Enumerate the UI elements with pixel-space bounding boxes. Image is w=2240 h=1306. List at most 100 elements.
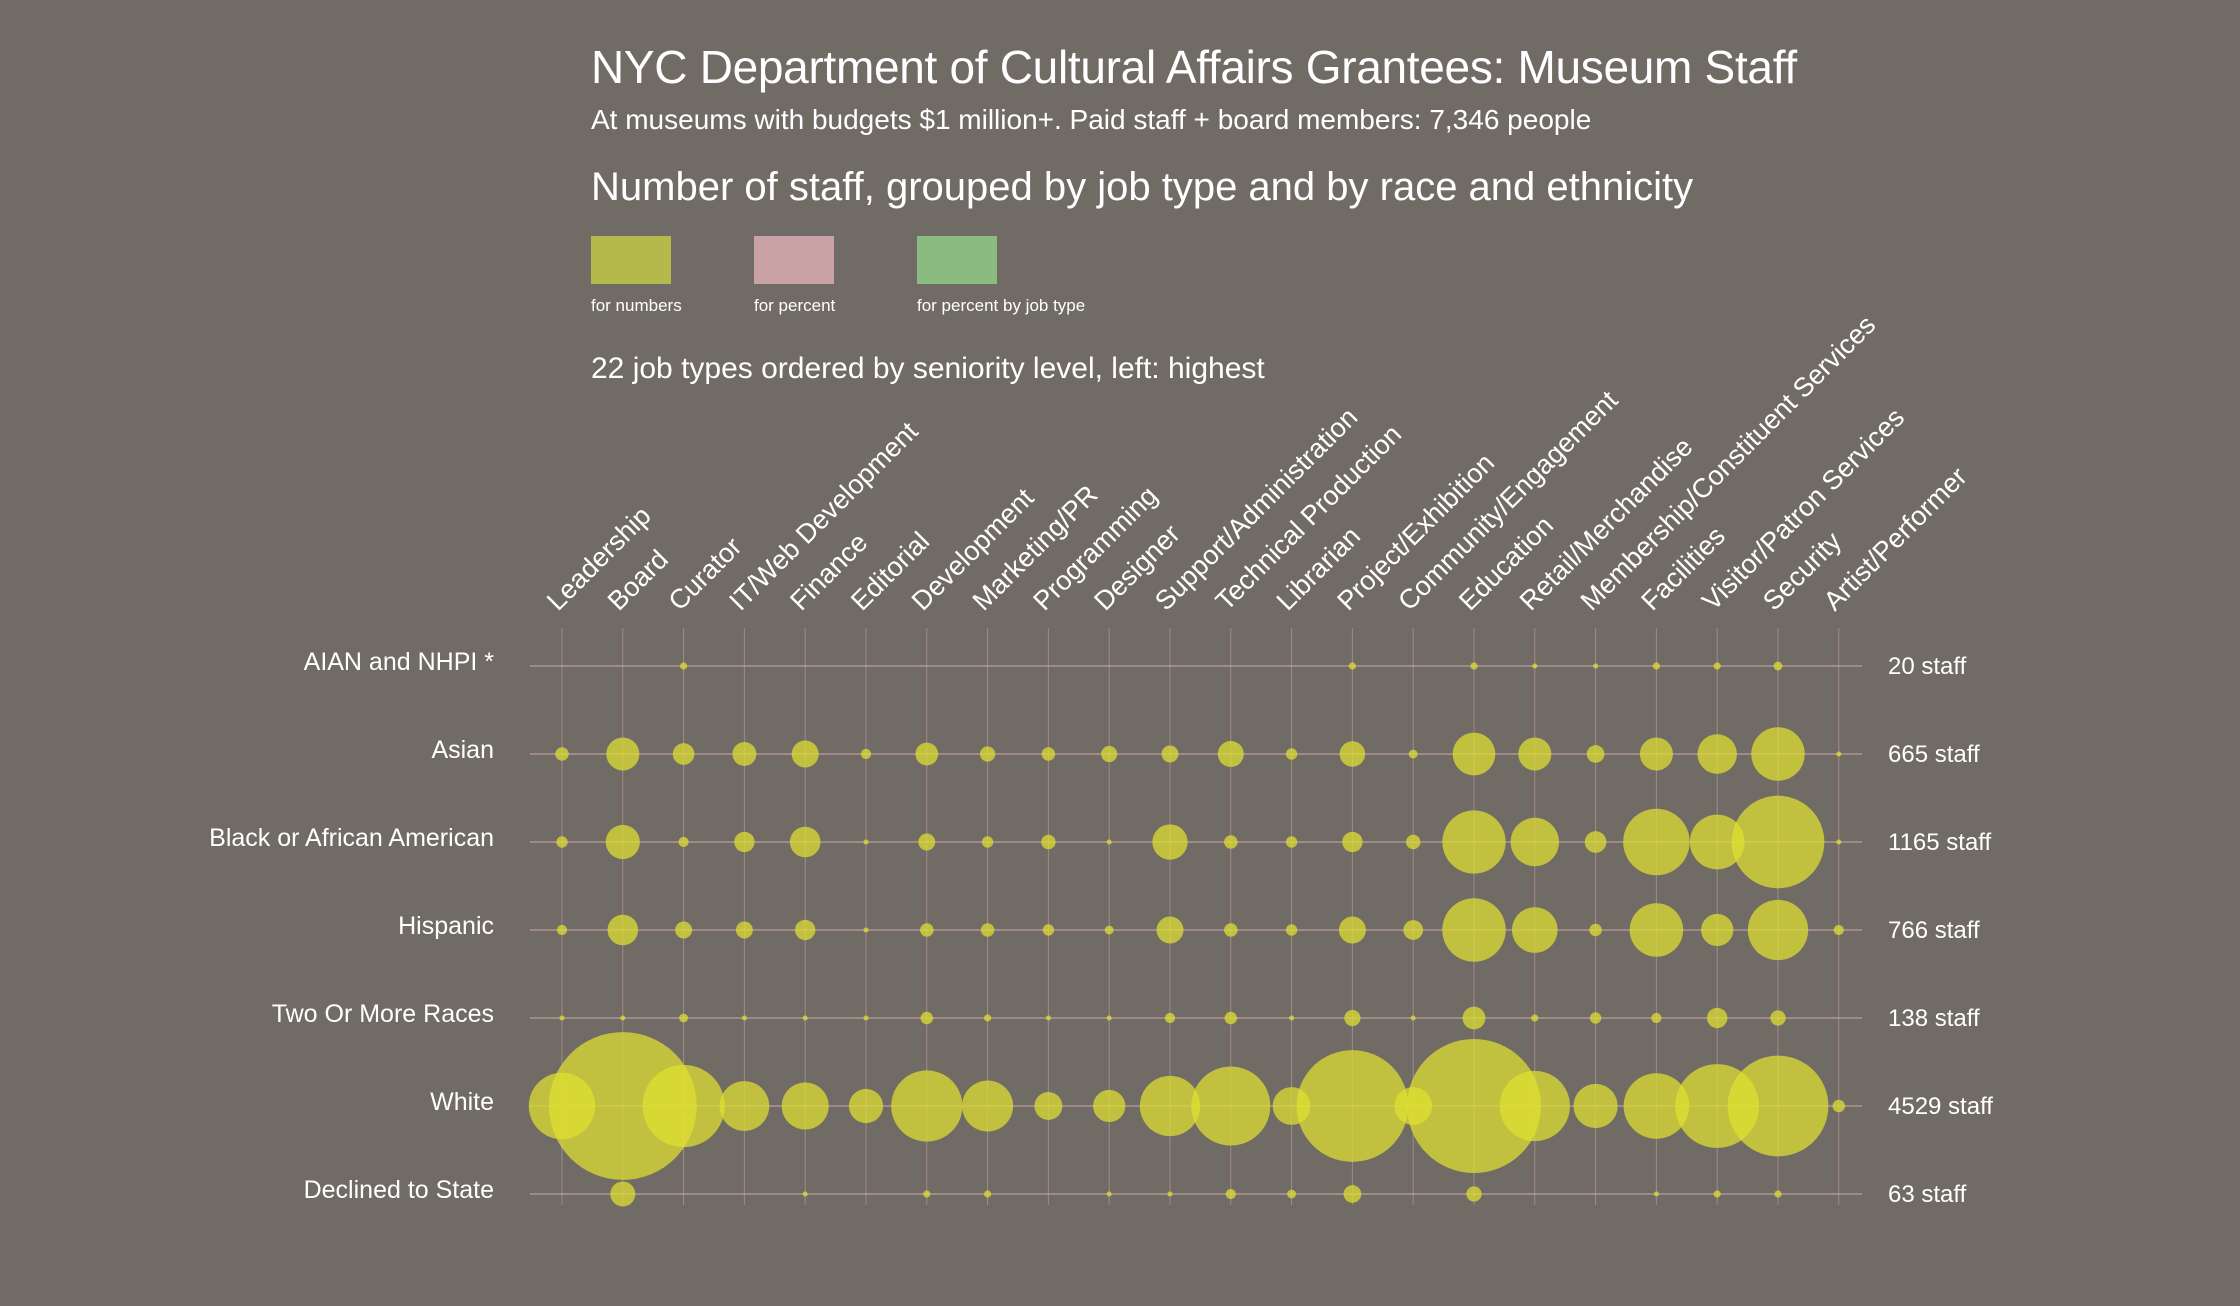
bubble (1499, 1070, 1570, 1142)
bubble (1470, 662, 1478, 670)
bubble (1833, 924, 1844, 936)
bubble (1042, 924, 1055, 936)
legend-label: for numbers (591, 296, 682, 315)
bubble (795, 919, 816, 941)
row-total-label: 665 staff (1888, 741, 1980, 768)
bubble (848, 1088, 884, 1124)
bubble (556, 836, 568, 848)
legend-label: for percent (754, 296, 836, 315)
bubble (1339, 741, 1366, 767)
bubble (1156, 916, 1184, 944)
bubble (1707, 1007, 1728, 1029)
bubble (791, 740, 819, 768)
chart-title: NYC Department of Cultural Affairs Grant… (591, 41, 1797, 93)
bubble (1511, 907, 1558, 953)
bubble (1639, 737, 1673, 771)
percent-mode-button[interactable] (754, 236, 834, 284)
bubble (1751, 727, 1805, 781)
bubble (1403, 920, 1424, 940)
bubble (1161, 745, 1179, 763)
bubble (678, 836, 689, 848)
bubble (1344, 1009, 1361, 1027)
bubble (1225, 1188, 1236, 1200)
bubble (1653, 1191, 1659, 1197)
bubble (789, 826, 821, 858)
chart-subtitle: At museums with budgets $1 million+. Pai… (591, 104, 1592, 135)
bubble (983, 1014, 992, 1022)
bubble (620, 1015, 626, 1021)
bubble (605, 824, 640, 860)
bubble (735, 921, 753, 939)
bubble (860, 748, 872, 760)
bubble (606, 737, 640, 771)
bubble (1106, 1015, 1112, 1021)
bubble (1584, 831, 1607, 853)
bubble (1623, 1073, 1690, 1139)
bubble (672, 743, 695, 765)
legend-item-percent: for percent (754, 236, 954, 316)
ordering-note: 22 job types ordered by seniority level,… (591, 352, 1265, 385)
bubble (1289, 1015, 1295, 1021)
bubble (1701, 913, 1734, 947)
bubble (1573, 1083, 1618, 1129)
bubble (1623, 808, 1690, 876)
bubble (719, 1081, 770, 1131)
bubble (1713, 662, 1721, 670)
bubble (1774, 1190, 1782, 1198)
bubble (1405, 834, 1421, 850)
bubble (863, 927, 869, 933)
bubble (920, 923, 934, 937)
bubble (920, 1011, 934, 1025)
bubble (1343, 1185, 1362, 1203)
legend-item-numbers: for numbers (591, 236, 791, 316)
bubble (1727, 1055, 1829, 1157)
bubble (1652, 662, 1661, 670)
bubble (802, 1015, 808, 1021)
bubble (1106, 839, 1112, 845)
bubble (863, 839, 869, 845)
row-label: Two Or More Races (272, 1000, 494, 1028)
legend-label: for percent by job type (917, 296, 1086, 315)
row-total-label: 63 staff (1888, 1181, 1967, 1208)
bubble (979, 746, 996, 762)
row-total-label: 766 staff (1888, 917, 1980, 944)
bubble (1836, 839, 1842, 845)
percent-by-job-mode-button[interactable] (917, 236, 997, 284)
bubble (1589, 923, 1602, 937)
bubble (1285, 836, 1298, 848)
bubble (679, 662, 688, 670)
bubble (548, 1032, 697, 1180)
bubble (1747, 899, 1809, 961)
bubble (1689, 814, 1745, 870)
bubble (962, 1080, 1014, 1132)
bubble (1836, 751, 1842, 757)
bubble (1106, 1191, 1112, 1197)
bubble (732, 742, 757, 766)
row-label: Asian (431, 736, 494, 764)
bubble (1589, 1012, 1602, 1024)
bubble (734, 831, 755, 853)
numbers-mode-button[interactable] (591, 236, 671, 284)
bubble (781, 1082, 829, 1130)
bubble (802, 1191, 808, 1197)
bubble (983, 1190, 992, 1198)
bubble (1167, 1191, 1173, 1197)
row-label: Hispanic (398, 912, 494, 940)
bubble (1101, 745, 1118, 763)
bubble (1217, 740, 1244, 768)
bubble (1593, 663, 1599, 669)
bubble (556, 924, 568, 936)
bubble (1104, 925, 1114, 935)
row-total-label: 20 staff (1888, 653, 1967, 680)
row-label: White (430, 1088, 494, 1116)
bubble (863, 1015, 869, 1021)
bubble (1191, 1066, 1271, 1146)
bubble (1731, 795, 1825, 889)
bubble (1285, 924, 1298, 936)
bubble (1224, 923, 1238, 937)
bubble (923, 1190, 931, 1198)
bubble (1466, 1186, 1482, 1202)
bubble (1532, 663, 1538, 669)
bubble (1093, 1089, 1126, 1123)
